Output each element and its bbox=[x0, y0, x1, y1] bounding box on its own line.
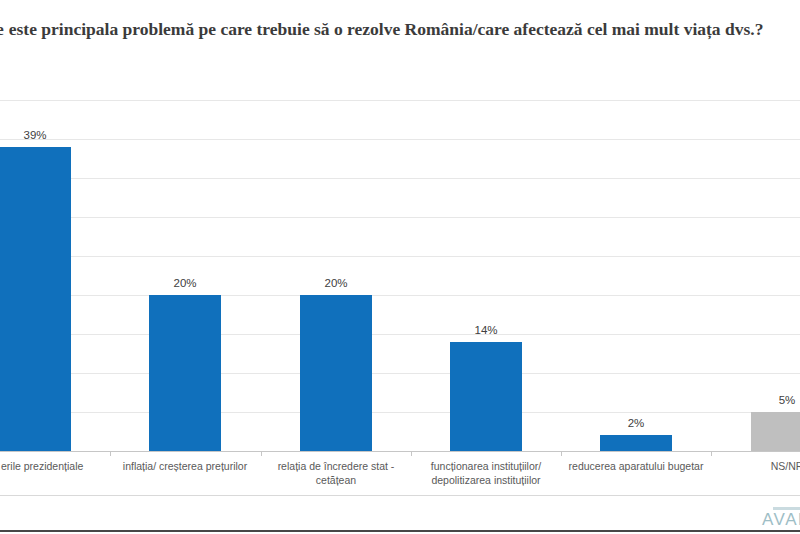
bar-4 bbox=[450, 342, 522, 451]
bottom-border-line bbox=[0, 530, 800, 532]
gridline-15pct bbox=[0, 334, 800, 335]
category-label-line: NS/NR bbox=[707, 459, 800, 473]
gridline-5pct bbox=[0, 412, 800, 413]
x-axis-tick bbox=[411, 452, 412, 456]
bar-value-label-4: 14% bbox=[451, 324, 521, 336]
category-label-line: relația de încredere stat - bbox=[256, 459, 416, 473]
bar-value-label-6: 5% bbox=[752, 394, 800, 406]
category-label-line: erile prezidențiale bbox=[1, 459, 121, 473]
category-label-1: erile prezidențiale bbox=[1, 459, 121, 473]
category-label-6: NS/NR bbox=[707, 459, 800, 473]
category-label-line: cetățean bbox=[256, 473, 416, 487]
chart-title: eeste principala problemă pe care trebui… bbox=[0, 18, 763, 40]
footer-divider bbox=[0, 495, 800, 496]
category-label-4: funcționarea instituțiilor/depolitizarea… bbox=[406, 459, 566, 487]
category-label-line: depolitizarea instituțiilor bbox=[406, 473, 566, 487]
bar-1 bbox=[0, 147, 71, 451]
gridline-25pct bbox=[0, 256, 800, 257]
gridline-10pct bbox=[0, 373, 800, 374]
gridline-20pct bbox=[0, 295, 800, 296]
bar-3 bbox=[300, 295, 372, 451]
x-axis-tick bbox=[261, 452, 262, 456]
avangarde-logo: AVAN bbox=[762, 511, 800, 529]
bar-value-label-3: 20% bbox=[301, 277, 371, 289]
gridline-30pct bbox=[0, 217, 800, 218]
category-label-5: reducerea aparatului bugetar bbox=[556, 459, 716, 473]
x-axis-tick bbox=[110, 452, 111, 456]
bar-value-label-5: 2% bbox=[601, 417, 671, 429]
category-label-line: reducerea aparatului bugetar bbox=[556, 459, 716, 473]
bar-value-label-1: 39% bbox=[0, 129, 70, 141]
bar-2 bbox=[149, 295, 221, 451]
x-axis-line bbox=[0, 451, 800, 452]
bar-6 bbox=[751, 412, 800, 451]
gridline-45pct bbox=[0, 100, 800, 101]
avangarde-logo-text: AVAN bbox=[762, 510, 800, 529]
category-label-2: inflația/ creșterea prețurilor bbox=[105, 459, 265, 473]
chart-title-text: este principala problemă pe care trebuie… bbox=[9, 19, 764, 39]
chart-title-clipped-prefix: e bbox=[0, 19, 4, 39]
gridline-35pct bbox=[0, 178, 800, 179]
x-axis-tick bbox=[561, 452, 562, 456]
bar-5 bbox=[600, 435, 672, 451]
x-axis-tick bbox=[711, 452, 712, 456]
bar-chart-plot-area: 39% erile prezidențiale 20% inflația/ creșt… bbox=[0, 0, 800, 534]
category-label-line: inflația/ creșterea prețurilor bbox=[105, 459, 265, 473]
bar-value-label-2: 20% bbox=[150, 277, 220, 289]
category-label-3: relația de încredere stat -cetățean bbox=[256, 459, 416, 487]
gridline-40pct bbox=[0, 139, 800, 140]
category-label-line: funcționarea instituțiilor/ bbox=[406, 459, 566, 473]
